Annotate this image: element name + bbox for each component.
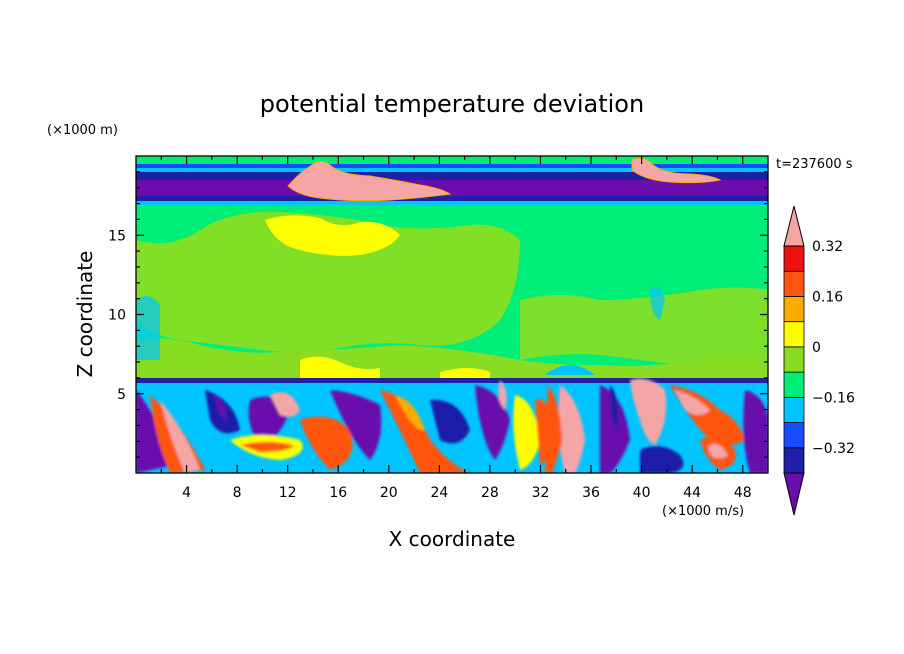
x-tick-label: 24 xyxy=(430,485,448,501)
x-tick-label: 28 xyxy=(481,485,499,501)
colorbar-box xyxy=(783,245,805,272)
bl-eddies xyxy=(136,378,768,473)
mid-green-region-1 xyxy=(136,211,520,353)
x-tick-label: 12 xyxy=(279,485,297,501)
band-cyan-1 xyxy=(136,168,768,172)
colorbar-under-triangle xyxy=(783,472,805,516)
x-axis-label: X coordinate xyxy=(389,527,516,551)
x-tick-label: 40 xyxy=(633,485,651,501)
colorbar-box xyxy=(783,371,805,398)
lower-yellow-patch-2 xyxy=(440,368,490,380)
colorbar-box xyxy=(783,447,805,474)
y-tick-label: 10 xyxy=(108,308,126,324)
x-tick-label: 32 xyxy=(532,485,550,501)
colorbar: 0.32 0.16 0 −0.16 −0.32 xyxy=(783,205,855,516)
colorbar-box xyxy=(783,296,805,323)
tropopause-line xyxy=(136,378,768,383)
x-tick-label: 48 xyxy=(734,485,752,501)
colorbar-label: 0 xyxy=(812,340,821,356)
colorbar-box xyxy=(783,270,805,297)
time-label: t=237600 s xyxy=(776,157,853,172)
cyan-left xyxy=(136,296,160,360)
mid-yellow-region xyxy=(265,215,400,256)
band-blue-1 xyxy=(136,164,768,168)
cyan-right xyxy=(650,286,665,320)
colorbar-box xyxy=(783,321,805,348)
upper-cloud-2 xyxy=(631,157,722,184)
x-tick-label: 20 xyxy=(380,485,398,501)
colorbar-over-triangle xyxy=(783,205,805,247)
x-tick-label: 4 xyxy=(182,485,191,501)
band-navy-1 xyxy=(136,172,768,180)
heatmap-field xyxy=(136,156,768,473)
colorbar-box xyxy=(783,422,805,449)
x-tick-label: 36 xyxy=(582,485,600,501)
y-tick-label: 15 xyxy=(108,228,126,244)
band-navy-2 xyxy=(136,196,768,201)
chart-title: potential temperature deviation xyxy=(260,90,644,118)
colorbar-label: −0.32 xyxy=(812,441,855,457)
colorbar-label: 0.32 xyxy=(812,239,843,255)
cyan-dome xyxy=(545,365,595,375)
y-tick-label: 5 xyxy=(117,387,126,403)
mid-green-region-2 xyxy=(520,287,768,371)
colorbar-box xyxy=(783,396,805,423)
x-unit-label: (×1000 m/s) xyxy=(662,504,744,519)
y-unit-label: (×1000 m) xyxy=(47,123,118,138)
lower-green-band xyxy=(136,338,768,382)
colorbar-label: 0.16 xyxy=(812,289,843,305)
upper-cloud-1 xyxy=(287,161,452,202)
y-axis-label: Z coordinate xyxy=(73,251,97,378)
x-axis: 4 8 12 16 20 24 28 32 36 40 44 48 xyxy=(160,156,752,501)
y-axis: 5 10 15 xyxy=(108,171,768,458)
x-tick-label: 16 xyxy=(329,485,347,501)
lower-yellow-patch-1 xyxy=(300,356,380,380)
band-top xyxy=(136,156,768,164)
colorbar-box xyxy=(783,346,805,373)
colorbar-label: −0.16 xyxy=(812,390,855,406)
x-tick-label: 8 xyxy=(233,485,242,501)
band-cyan-2 xyxy=(136,201,768,205)
x-tick-label: 44 xyxy=(683,485,701,501)
